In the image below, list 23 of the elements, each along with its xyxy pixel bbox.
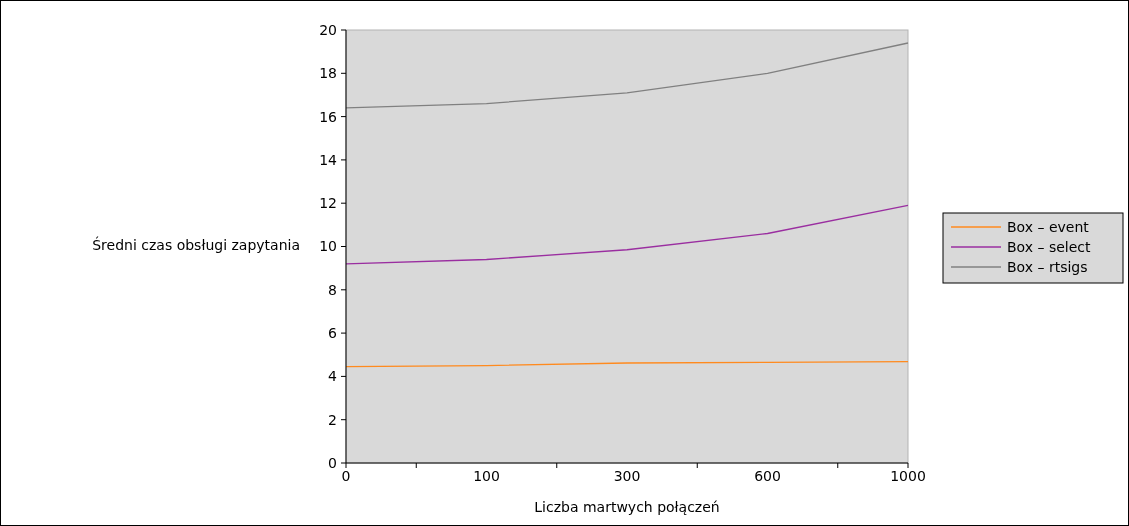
x-tick-label: 600	[754, 468, 781, 484]
x-tick-label: 1000	[890, 468, 926, 484]
y-tick-label: 0	[328, 454, 337, 471]
x-axis-title: Liczba martwych połączeń	[534, 499, 720, 515]
y-tick-label: 20	[319, 21, 337, 38]
y-tick-label: 16	[319, 108, 338, 125]
y-tick-label: 6	[328, 325, 338, 341]
x-tick-label: 100	[473, 468, 500, 484]
y-tick-label: 12	[319, 195, 337, 212]
y-tick-label: 14	[319, 151, 338, 168]
y-tick-label: 2	[328, 411, 337, 428]
y-tick-label: 8	[328, 281, 337, 298]
line-series	[345, 42, 909, 109]
legend-label: Box – select	[1007, 238, 1092, 255]
line-series	[345, 204, 909, 265]
legend-label: Box – rtsigs	[1007, 258, 1088, 275]
y-tick-label: 10	[319, 238, 337, 255]
y-tick-label: 18	[319, 65, 337, 82]
x-tick-label: 0	[341, 468, 351, 484]
y-axis-title: Średni czas obsługi zapytania	[92, 236, 300, 253]
y-tick-label: 4	[328, 368, 338, 385]
x-tick-label: 300	[613, 468, 641, 484]
legend-label: Box – event	[1007, 218, 1090, 235]
